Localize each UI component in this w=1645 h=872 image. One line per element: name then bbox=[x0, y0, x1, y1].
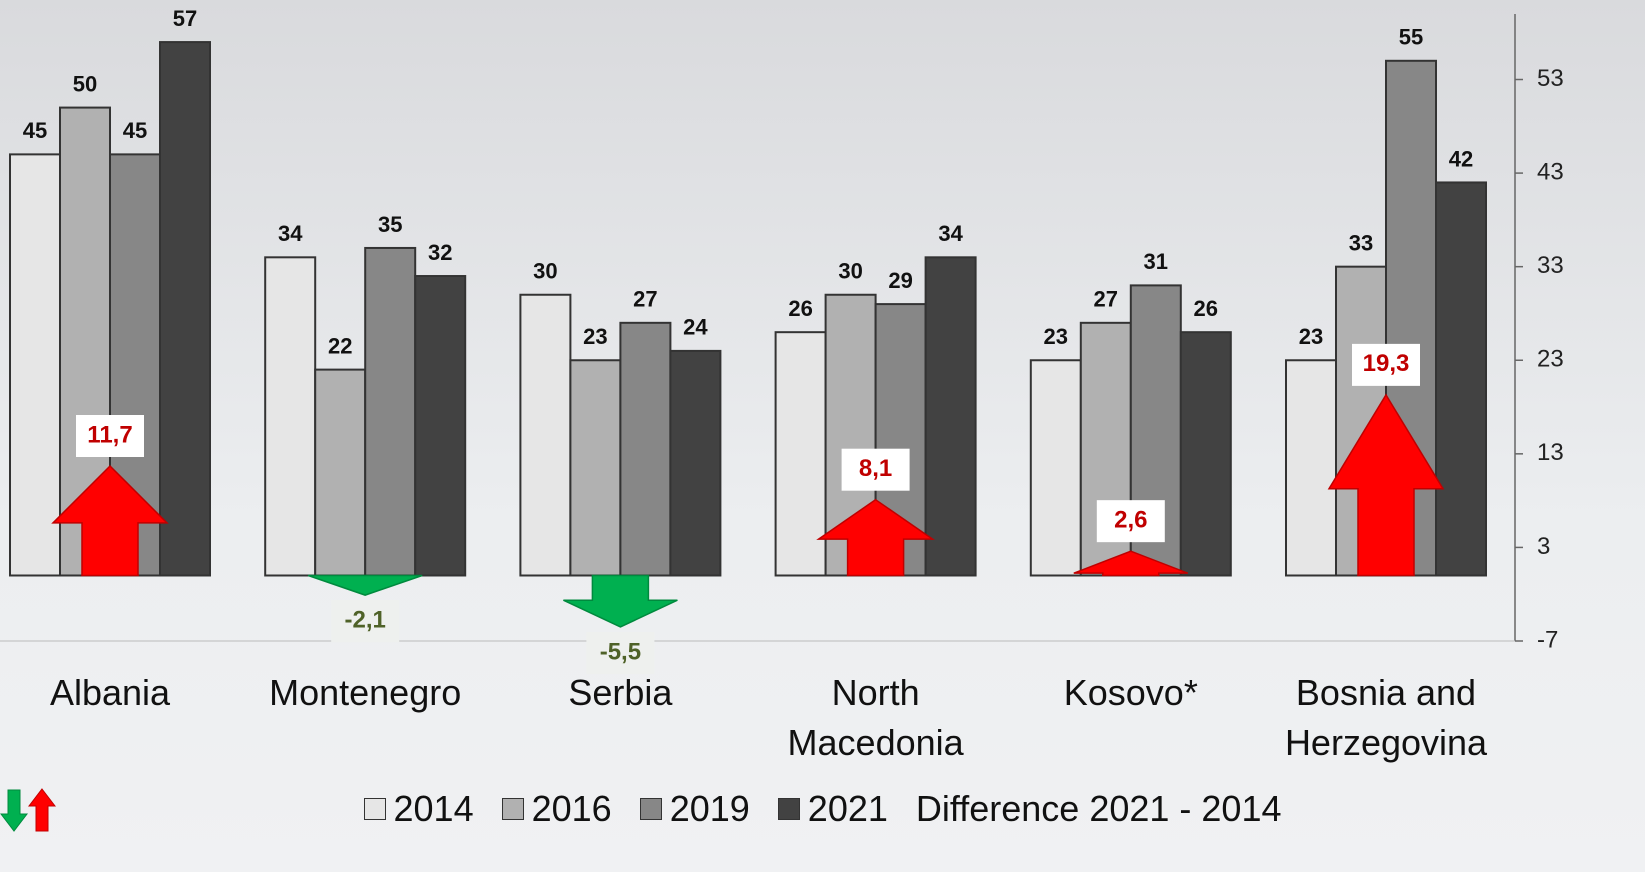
difference-label-box bbox=[76, 415, 144, 458]
bar bbox=[1285, 359, 1337, 577]
data-label: 31 bbox=[1144, 249, 1168, 274]
difference-label-box bbox=[331, 600, 400, 643]
data-label: 55 bbox=[1399, 25, 1423, 50]
y-tick-label: 23 bbox=[1537, 346, 1564, 373]
data-label: 50 bbox=[73, 71, 97, 96]
bar bbox=[264, 256, 317, 577]
bar bbox=[414, 275, 467, 577]
data-label: 23 bbox=[583, 324, 607, 349]
data-label: 30 bbox=[838, 259, 862, 284]
bar bbox=[619, 321, 672, 577]
data-label: 30 bbox=[533, 259, 557, 284]
legend-arrows bbox=[0, 788, 56, 832]
data-label: 57 bbox=[173, 6, 197, 31]
bar bbox=[519, 293, 572, 577]
legend-label: 2014 bbox=[393, 788, 474, 829]
x-tick-label: Serbia bbox=[568, 672, 673, 713]
legend: 2014 2016 2019 2021 Difference 2021 - 2014 bbox=[0, 788, 1645, 832]
data-label: 35 bbox=[378, 212, 402, 237]
legend-swatch bbox=[777, 798, 800, 820]
legend-label: 2016 bbox=[531, 788, 612, 829]
data-label: 33 bbox=[1349, 230, 1373, 255]
data-label: 26 bbox=[788, 296, 812, 321]
data-label: 24 bbox=[683, 315, 708, 340]
bar bbox=[364, 246, 417, 577]
y-tick-label: -7 bbox=[1537, 626, 1558, 653]
y-tick-label: 33 bbox=[1537, 252, 1564, 279]
legend-item: 2016 bbox=[501, 788, 612, 830]
data-label: 23 bbox=[1044, 324, 1068, 349]
y-tick-label: 43 bbox=[1537, 158, 1564, 185]
legend-label: Difference 2021 - 2014 bbox=[915, 788, 1282, 829]
difference-label: 11,7 bbox=[87, 421, 132, 448]
difference-arrow bbox=[51, 464, 169, 577]
bar bbox=[569, 359, 622, 577]
legend-up-arrow bbox=[27, 788, 56, 832]
data-label: 27 bbox=[633, 287, 657, 312]
difference-label-box bbox=[1096, 500, 1165, 543]
bar bbox=[9, 153, 61, 577]
difference-label-box bbox=[586, 631, 655, 674]
y-tick-label: 3 bbox=[1537, 533, 1550, 560]
legend-item: Difference 2021 - 2014 bbox=[0, 788, 1282, 832]
bar bbox=[774, 331, 827, 577]
y-tick-label: 53 bbox=[1537, 65, 1564, 92]
data-label: 26 bbox=[1194, 296, 1218, 321]
legend-item: 2019 bbox=[639, 788, 750, 830]
x-tick-label: Kosovo* bbox=[1063, 672, 1198, 713]
data-label: 23 bbox=[1299, 324, 1323, 349]
bar bbox=[1179, 331, 1232, 577]
difference-label: 2,6 bbox=[1114, 507, 1147, 534]
legend-item: 2014 bbox=[363, 788, 474, 830]
legend-label: 2021 bbox=[807, 788, 888, 829]
difference-label: -5,5 bbox=[600, 638, 641, 665]
difference-arrow bbox=[563, 574, 678, 628]
difference-arrow bbox=[816, 498, 936, 577]
difference-arrow bbox=[1073, 550, 1189, 577]
x-tick-label: Albania bbox=[49, 672, 171, 713]
legend-swatch bbox=[639, 798, 662, 820]
data-label: 42 bbox=[1449, 146, 1473, 171]
bar bbox=[1435, 181, 1487, 577]
bar bbox=[669, 349, 722, 577]
bar bbox=[924, 256, 977, 577]
data-label: 22 bbox=[328, 333, 352, 358]
difference-arrow bbox=[1327, 393, 1445, 577]
x-tick-label: North Macedonia bbox=[787, 672, 964, 763]
bar bbox=[159, 41, 211, 577]
data-label: 27 bbox=[1094, 287, 1118, 312]
bar bbox=[314, 368, 367, 577]
legend-down-arrow bbox=[0, 789, 29, 832]
data-label: 45 bbox=[23, 118, 47, 143]
difference-label: 8,1 bbox=[859, 455, 892, 482]
legend-item: 2021 bbox=[777, 788, 888, 830]
data-label: 34 bbox=[938, 221, 963, 246]
x-tick-label: Bosnia and Herzegovina bbox=[1284, 672, 1488, 763]
difference-label-box bbox=[1352, 343, 1420, 386]
data-label: 34 bbox=[278, 221, 303, 246]
difference-label-box bbox=[841, 448, 910, 491]
legend-swatch bbox=[363, 798, 386, 820]
data-label: 45 bbox=[123, 118, 147, 143]
x-tick-label: Montenegro bbox=[269, 672, 462, 713]
difference-label: -2,1 bbox=[345, 606, 386, 633]
legend-label: 2019 bbox=[669, 788, 750, 829]
difference-arrow bbox=[307, 574, 423, 596]
difference-label: 19,3 bbox=[1363, 350, 1410, 377]
legend-swatch bbox=[501, 798, 524, 820]
data-label: 29 bbox=[888, 268, 912, 293]
y-tick-label: 13 bbox=[1537, 439, 1564, 466]
bar bbox=[1029, 359, 1082, 577]
data-label: 32 bbox=[428, 240, 452, 265]
